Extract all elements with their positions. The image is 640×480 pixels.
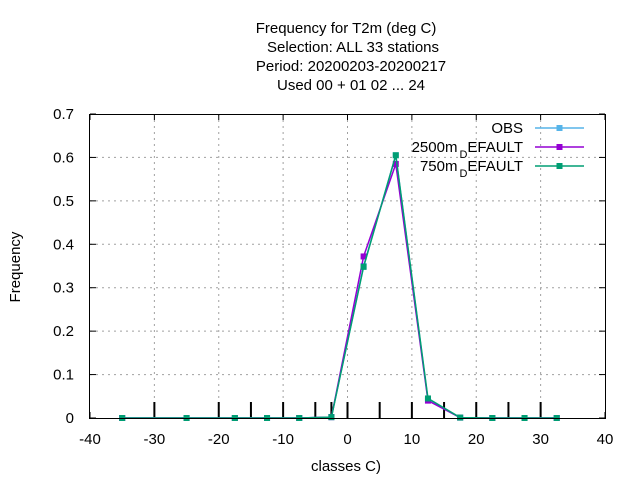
series-point bbox=[392, 152, 399, 159]
legend-label: 2500m DEFAULT bbox=[412, 139, 523, 161]
x-tick-label: 0 bbox=[343, 431, 351, 448]
legend-item-1: OBS bbox=[491, 120, 584, 137]
legend-item-2: 2500m DEFAULT bbox=[412, 139, 584, 161]
title-line-3: Period: 20200203-20200217 bbox=[256, 58, 446, 75]
data-series bbox=[119, 152, 560, 421]
legend-label: 750m DEFAULT bbox=[420, 158, 523, 180]
y-tick-label: 0.5 bbox=[53, 193, 74, 210]
x-tick-label: 30 bbox=[532, 431, 549, 448]
y-tick-label: 0.1 bbox=[53, 367, 74, 384]
legend-marker bbox=[556, 144, 563, 150]
x-tick-label: -20 bbox=[208, 431, 230, 448]
grid bbox=[90, 114, 605, 418]
series-line bbox=[122, 155, 557, 419]
series-point bbox=[424, 395, 431, 402]
y-tick-label: 0.3 bbox=[53, 280, 74, 297]
legend-marker bbox=[556, 163, 563, 169]
axis-ticks: -40 -30 -20 -10 0 10 20 30 40 0 0.1 0.2 0.3 0.4 0.5 0.6… bbox=[53, 106, 613, 448]
x-axis-label: classes C) bbox=[311, 458, 381, 475]
series-point bbox=[360, 263, 367, 270]
y-tick-label: 0.2 bbox=[53, 323, 74, 340]
x-tick-label: -10 bbox=[272, 431, 294, 448]
x-tick-label: -40 bbox=[79, 431, 101, 448]
series-point bbox=[392, 160, 399, 167]
y-tick-label: 0.4 bbox=[53, 236, 74, 253]
y-tick-label: 0.7 bbox=[53, 106, 74, 123]
title-line-1: Frequency for T2m (deg C) bbox=[256, 20, 437, 37]
legend-item-3: 750m DEFAULT bbox=[420, 158, 584, 180]
x-tick-label: 10 bbox=[404, 431, 421, 448]
title-line-4: Used 00 + 01 02 ... 24 bbox=[277, 77, 425, 94]
title-line-2: Selection: ALL 33 stations bbox=[267, 39, 439, 56]
x-tick-label: -30 bbox=[144, 431, 166, 448]
legend-marker bbox=[556, 125, 563, 131]
series-point bbox=[457, 414, 464, 421]
series-point bbox=[328, 414, 335, 421]
y-axis-label: Frequency bbox=[7, 231, 24, 302]
x-tick-label: 20 bbox=[468, 431, 485, 448]
legend-label: OBS bbox=[491, 120, 523, 137]
series-3 bbox=[119, 152, 560, 421]
x-tick-label: 40 bbox=[597, 431, 614, 448]
y-tick-label: 0 bbox=[66, 410, 74, 427]
series-point bbox=[360, 253, 367, 260]
plot-frame bbox=[89, 114, 606, 419]
y-tick-label: 0.6 bbox=[53, 149, 74, 166]
chart-title: Frequency for T2m (deg C) Selection: ALL… bbox=[256, 20, 446, 94]
